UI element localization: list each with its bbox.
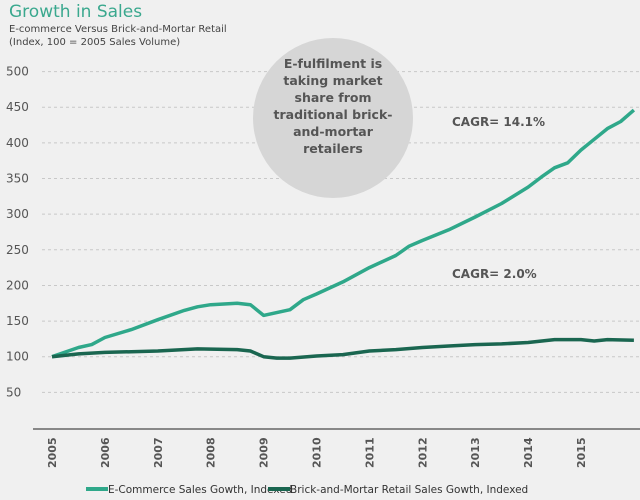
chart-subtitle-index: (Index, 100 = 2005 Sales Volume): [9, 37, 181, 48]
y-tick-label: 150: [6, 314, 29, 328]
y-tick-label: 500: [6, 65, 29, 79]
y-tick-label: 250: [6, 243, 29, 257]
legend-label: Brick-and-Mortar Retail Sales Gowth, Ind…: [290, 484, 528, 496]
cagr-annotation: CAGR= 2.0%: [452, 267, 537, 281]
chart-title: Growth in Sales: [9, 2, 143, 22]
x-tick-label: 2011: [363, 437, 376, 468]
y-tick-label: 50: [6, 385, 21, 399]
x-tick-label: 2005: [46, 437, 59, 468]
callout-text: taking market: [283, 73, 382, 88]
brick-and-mortar-line: [51, 337, 634, 360]
callout-text: retailers: [303, 141, 363, 156]
x-tick-label: 2013: [469, 437, 482, 468]
y-tick-label: 100: [6, 350, 29, 364]
x-tick-label: 2009: [258, 437, 271, 468]
cagr-annotation: CAGR= 14.1%: [452, 115, 545, 129]
callout-text: and-mortar: [293, 124, 374, 139]
y-tick-label: 350: [6, 172, 29, 186]
x-tick-label: 2014: [522, 437, 535, 468]
x-tick-label: 2006: [99, 437, 112, 468]
y-tick-label: 200: [6, 278, 29, 292]
legend-label: E-Commerce Sales Gowth, Indexed: [108, 484, 292, 496]
ecommerce-line: [51, 108, 636, 359]
chart-subtitle: E-commerce Versus Brick-and-Mortar Retai…: [9, 24, 227, 35]
x-tick-label: 2007: [152, 437, 165, 468]
callout-text: traditional brick-: [274, 107, 393, 122]
x-tick-label: 2015: [575, 437, 588, 468]
x-tick-label: 2012: [416, 437, 429, 468]
callout-text: share from: [295, 90, 372, 105]
y-tick-label: 300: [6, 207, 29, 221]
callout-bubble: [253, 38, 413, 198]
x-tick-label: 2010: [311, 437, 324, 468]
y-tick-label: 450: [6, 100, 29, 114]
y-tick-label: 400: [6, 136, 29, 150]
x-tick-label: 2008: [205, 437, 218, 468]
callout-text: E-fulfilment is: [284, 56, 382, 71]
